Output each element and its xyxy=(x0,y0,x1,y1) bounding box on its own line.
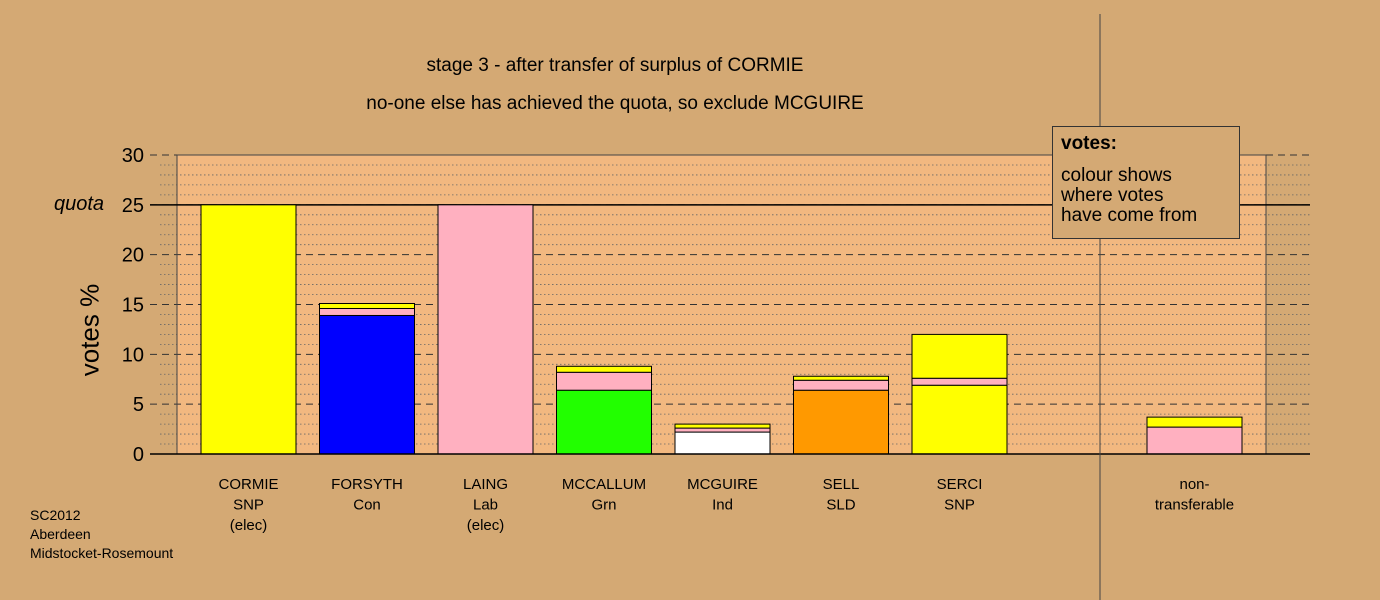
bar-laing-label: Lab xyxy=(473,497,498,514)
bar-mcguire-segment xyxy=(674,427,771,433)
source-ward: Midstocket-Rosemount xyxy=(30,545,174,561)
source-election: SC2012 xyxy=(30,507,81,523)
bar-mccallum-segment xyxy=(556,389,652,455)
bar-forsyth-segment xyxy=(319,307,415,316)
bar-cormie-label: CORMIE xyxy=(219,476,279,493)
bar-nontransferable-label: non- xyxy=(1179,476,1209,493)
bar-nontransferable-segment xyxy=(1146,416,1243,428)
chart-title: stage 3 - after transfer of surplus of C… xyxy=(426,55,804,76)
bar-nontransferable-label: transferable xyxy=(1155,497,1234,514)
y-tick-label: 0 xyxy=(133,444,144,466)
bar-cormie-segment xyxy=(200,204,297,455)
bar-laing-label: (elec) xyxy=(467,517,505,534)
bar-cormie-label: SNP xyxy=(233,497,264,514)
bar-mccallum-label: MCCALLUM xyxy=(562,476,646,493)
bar-mcguire-segment xyxy=(674,423,771,429)
bar-serci-label: SERCI xyxy=(937,476,983,493)
bar-cormie-label: (elec) xyxy=(230,517,268,534)
bar-serci-label: SNP xyxy=(944,497,975,514)
y-tick-label: 30 xyxy=(122,145,144,167)
bar-sell-label: SLD xyxy=(826,497,855,514)
y-tick-label: 20 xyxy=(122,245,144,267)
bar-serci-segment xyxy=(911,333,1008,379)
chart-subtitle: no-one else has achieved the quota, so e… xyxy=(366,93,864,114)
bar-sell-segment xyxy=(793,379,889,391)
bar-forsyth-label: FORSYTH xyxy=(331,476,403,493)
y-tick-label: 10 xyxy=(122,344,144,366)
quota-label: quota xyxy=(54,193,105,215)
y-tick-label: 15 xyxy=(122,295,144,317)
bar-mcguire-label: MCGUIRE xyxy=(687,476,758,493)
source-note: SC2012 Aberdeen Midstocket-Rosemount xyxy=(30,506,173,563)
y-tick-label: 5 xyxy=(133,394,144,416)
bar-nontransferable-segment xyxy=(1146,426,1243,455)
bar-mccallum-segment xyxy=(556,371,652,391)
legend-title: votes: xyxy=(1061,133,1117,154)
y-axis-label: votes % xyxy=(74,283,105,377)
bar-sell-label: SELL xyxy=(823,476,860,493)
bar-mcguire-segment xyxy=(674,431,771,455)
bar-mccallum-segment xyxy=(556,365,652,373)
bar-mccallum-label: Grn xyxy=(591,497,616,514)
bar-sell-segment xyxy=(793,389,889,455)
bar-forsyth-segment xyxy=(319,303,415,309)
bar-serci-segment xyxy=(911,384,1008,455)
bar-serci-segment xyxy=(911,377,1008,386)
bar-forsyth-segment xyxy=(319,314,415,455)
bar-sell-segment xyxy=(793,375,889,381)
bar-laing-segment xyxy=(437,204,534,455)
bar-laing-label: LAING xyxy=(463,476,508,493)
legend: votes: colour shows where votes have com… xyxy=(1052,126,1240,239)
y-tick-label: 25 xyxy=(122,195,144,217)
legend-text: colour shows where votes have come from xyxy=(1061,165,1198,226)
bar-forsyth-label: Con xyxy=(353,497,381,514)
bar-mcguire-label: Ind xyxy=(712,497,733,514)
source-council: Aberdeen xyxy=(30,526,91,542)
